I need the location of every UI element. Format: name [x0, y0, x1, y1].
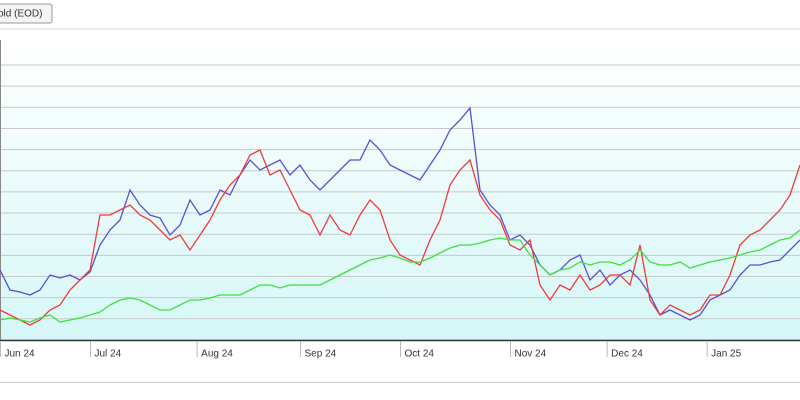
- x-tick-label: Jun 24: [5, 349, 35, 360]
- button[interactable]: [0, 3, 53, 24]
- series-line: [0, 149, 800, 326]
- x-tick-label: Sep 24: [305, 349, 337, 360]
- plot-area: [0, 40, 800, 340]
- button-label[interactable]: old (EOD): [0, 9, 42, 20]
- x-tick-label: Nov 24: [515, 349, 547, 360]
- series-line: [0, 229, 800, 323]
- x-tick-label: Aug 24: [201, 349, 233, 360]
- x-tick-label: Dec 24: [611, 349, 643, 360]
- x-tick-label: Oct 24: [405, 349, 435, 360]
- x-tick-label: Jul 24: [95, 349, 122, 360]
- x-tick-label: Jan 25: [711, 349, 741, 360]
- series-line: [0, 106, 800, 321]
